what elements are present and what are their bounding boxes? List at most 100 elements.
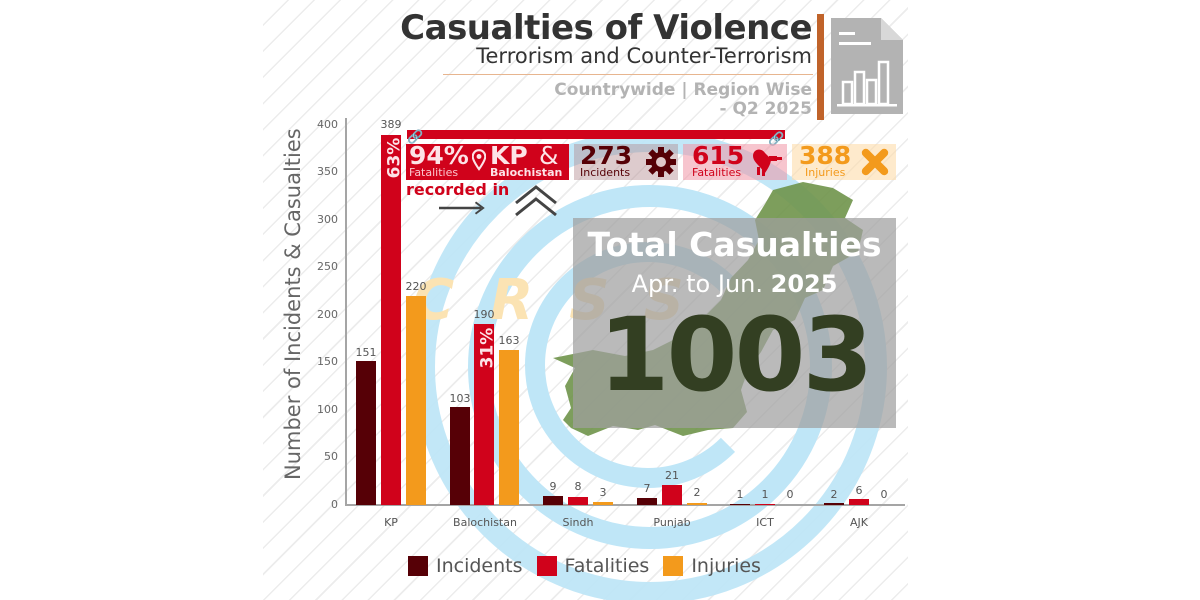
bar-label: 0 [880, 488, 888, 501]
bar-kp-injuries [406, 296, 426, 505]
bar-label: 21 [665, 469, 679, 482]
bar-punjab-injuries [687, 503, 707, 505]
y-tick: 200 [317, 308, 338, 321]
bar-label: 1 [736, 488, 744, 501]
bar-label: 190 [473, 308, 495, 321]
bar-ajk-incidents [824, 503, 844, 505]
stat-injuries-box: 388 Injuries [792, 141, 896, 180]
scope-line-1: Countrywide | Region Wise [554, 80, 812, 100]
highlight-pct-label: Fatalities [409, 166, 459, 179]
y-tick: 350 [317, 165, 338, 178]
x-axis [345, 504, 905, 506]
x-category-balochistan: Balochistan [453, 516, 517, 529]
y-tick: 150 [317, 355, 338, 368]
legend-swatch-fatalities [536, 556, 557, 576]
bar-balochistan-incidents [450, 407, 470, 505]
highlight-region-main: KP [490, 141, 528, 170]
bar-label: 6 [855, 484, 863, 497]
highlight-pct: 94% [409, 141, 469, 170]
title-divider [443, 74, 813, 75]
bar-label: 0 [786, 488, 794, 501]
y-tick: 50 [324, 450, 338, 463]
legend-item-fatalities: Fatalities [536, 555, 650, 577]
bar-label: 3 [599, 486, 607, 499]
legend-label: Injuries [691, 555, 761, 577]
legend-label: Incidents [436, 555, 523, 577]
bar-label: 151 [355, 346, 377, 359]
report-chart-icon [831, 18, 903, 114]
bar-label: 163 [498, 334, 520, 347]
y-tick: 400 [317, 118, 338, 131]
stat-injuries-value: 388 [799, 141, 852, 170]
bandage-icon [861, 148, 889, 176]
infographic: CRSS Total Casualties Apr. to Jun. 2025 … [263, 0, 908, 600]
period-prefix: Apr. to Jun. [631, 270, 763, 298]
legend-swatch-incidents [408, 556, 428, 576]
y-tick: 100 [317, 403, 338, 416]
location-pin-icon [472, 149, 486, 171]
x-category-punjab: Punjab [653, 516, 691, 529]
x-category-ict: ICT [756, 516, 774, 529]
bar-balochistan-fatalities [474, 324, 494, 505]
bar-label: 2 [693, 486, 701, 499]
page-title: Casualties of Violence [400, 8, 812, 48]
bar-ict-incidents [730, 504, 750, 505]
page-subtitle: Terrorism and Counter-Terrorism [476, 44, 812, 68]
stat-injuries-label: Injuries [805, 166, 846, 179]
stat-incidents-value: 273 [580, 141, 633, 170]
bar-label: 9 [549, 480, 557, 493]
highlight-region-amp: & [539, 141, 559, 170]
bar-label: 1 [761, 488, 769, 501]
bar-label: 8 [574, 480, 582, 493]
highlight-94-box: 94% Fatalities KP & Balochistan [406, 141, 569, 180]
stat-incidents-label: Incidents [580, 166, 631, 179]
bar-label: 7 [643, 482, 651, 495]
bar-label: 103 [449, 392, 471, 405]
y-tick: 0 [331, 498, 338, 511]
y-tick: 300 [317, 213, 338, 226]
legend-swatch-injuries [663, 556, 684, 576]
kp-fatality-share: 63% [384, 137, 405, 179]
bar-punjab-fatalities [662, 485, 682, 505]
bar-ajk-fatalities [849, 499, 869, 505]
legend-label: Fatalities [564, 555, 650, 577]
x-category-sindh: Sindh [562, 516, 594, 529]
gear-target-icon [646, 147, 676, 177]
stat-fatalities-value: 615 [692, 141, 745, 170]
arrow-right-icon [439, 201, 485, 215]
bar-balochistan-injuries [499, 350, 519, 505]
bar-sindh-injuries [593, 502, 613, 505]
bar-punjab-incidents [637, 498, 657, 505]
connector-bar [407, 130, 785, 139]
legend-item-injuries: Injuries [663, 555, 761, 577]
stat-fatalities-box: 615 Fatalities [683, 141, 787, 180]
accent-bar [817, 14, 824, 120]
bar-kp-fatalities [381, 135, 401, 505]
bar-sindh-fatalities [568, 497, 588, 505]
bar-label: 220 [405, 280, 427, 293]
bar-label: 389 [380, 118, 402, 131]
recorded-in-text: recorded in [406, 180, 510, 199]
total-casualties-title: Total Casualties [587, 225, 882, 264]
y-axis [345, 118, 347, 506]
double-chevron-up-icon [515, 185, 557, 217]
scope-line-2: - Q2 2025 [719, 99, 813, 119]
link-icon: 🔗 [768, 132, 785, 147]
x-category-ajk: AJK [850, 516, 868, 529]
highlight-region-sub: Balochistan [490, 166, 563, 179]
bar-ict-fatalities [755, 504, 775, 505]
total-casualties-period: Apr. to Jun. 2025 [573, 270, 896, 298]
y-tick: 250 [317, 260, 338, 273]
x-category-kp: KP [384, 516, 398, 529]
stat-fatalities-label: Fatalities [692, 166, 742, 179]
bar-kp-incidents [356, 361, 376, 505]
bar-sindh-incidents [543, 496, 563, 505]
total-casualties-value: 1003 [598, 296, 874, 415]
total-casualties-panel [573, 218, 896, 428]
stat-incidents-box: 273 Incidents [574, 141, 678, 180]
link-icon: 🔗 [407, 130, 424, 145]
bleeding-heart-icon [753, 149, 782, 176]
legend-item-incidents: Incidents [408, 555, 523, 577]
period-year: 2025 [770, 270, 838, 298]
chart-legend: Incidents Fatalities Injuries [408, 555, 767, 577]
